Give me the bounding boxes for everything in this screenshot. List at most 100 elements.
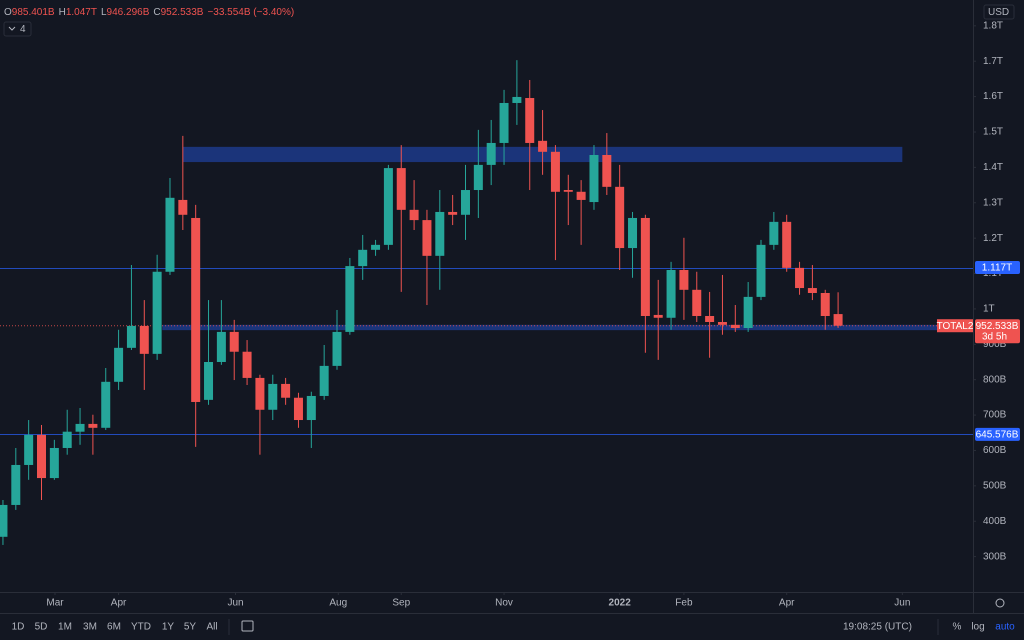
range-button[interactable]: 5D xyxy=(35,622,48,633)
currency-label[interactable]: USD xyxy=(988,7,1009,18)
candle-body xyxy=(653,314,663,318)
scale-button[interactable]: % xyxy=(953,622,962,633)
candle-body xyxy=(602,154,612,187)
candle-body xyxy=(152,271,162,354)
range-button[interactable]: 1D xyxy=(12,622,25,633)
candle-body xyxy=(139,325,149,354)
candle-body xyxy=(705,315,715,323)
candle-body xyxy=(628,217,638,249)
candle-body xyxy=(88,423,98,428)
y-tick-label: 500B xyxy=(983,480,1007,491)
y-tick-label: 1.6T xyxy=(983,91,1003,102)
date-range-icon[interactable] xyxy=(241,620,254,632)
candle-body xyxy=(679,269,689,290)
legend-key: L xyxy=(101,7,107,18)
candle-body xyxy=(499,102,509,143)
y-tick-label: 900B xyxy=(983,339,1007,350)
candle-body xyxy=(563,190,573,192)
candle-body xyxy=(293,397,303,421)
candle-body xyxy=(178,199,188,215)
candle-body xyxy=(24,434,34,465)
candle-body xyxy=(717,322,727,325)
y-tick-label: 800B xyxy=(983,374,1007,385)
ohlc-legend: O985.401B H1.047T L946.296B C952.533B −33.55… xyxy=(4,7,294,18)
candle-body xyxy=(640,217,650,316)
y-tick-label: 1.3T xyxy=(983,197,1003,208)
candle-body xyxy=(281,383,291,398)
x-tick-label: Apr xyxy=(779,598,795,609)
y-tick-label: 1.4T xyxy=(983,162,1003,173)
range-button[interactable]: 5Y xyxy=(184,622,197,633)
candle-body xyxy=(306,395,316,421)
x-tick-label: Jun xyxy=(227,598,243,609)
y-tick-label: 1.5T xyxy=(983,127,1003,138)
x-tick-label: Mar xyxy=(46,598,64,609)
legend-value: 952.533B xyxy=(161,7,204,18)
candle-body xyxy=(576,191,586,200)
candle-body xyxy=(820,292,830,316)
x-tick-label: Feb xyxy=(675,598,693,609)
currency-button[interactable] xyxy=(983,4,1015,20)
zone xyxy=(162,324,973,331)
price-tag-label: 1.117T xyxy=(982,263,1012,274)
last-price-label: 952.533B xyxy=(976,321,1019,332)
indicators-toggle[interactable] xyxy=(3,21,32,37)
y-tick-label: 1.7T xyxy=(983,56,1003,67)
y-tick-label: 300B xyxy=(983,551,1007,562)
legend-value: 1.047T xyxy=(66,7,97,18)
settings-icon[interactable] xyxy=(995,598,1005,608)
legend-change: −33.554B (−3.40%) xyxy=(207,7,294,18)
candle-body xyxy=(242,351,252,378)
candle-body xyxy=(49,447,59,479)
candle-body xyxy=(589,154,599,203)
indicators-count: 4 xyxy=(20,24,26,35)
plot-area xyxy=(0,60,973,545)
candle-body xyxy=(448,211,458,215)
candle-body xyxy=(550,151,560,192)
range-button[interactable]: All xyxy=(206,622,217,633)
legend-key: O xyxy=(4,7,12,18)
price-tag-label: 645.576B xyxy=(976,429,1019,440)
candle-body xyxy=(409,209,419,221)
price-tag xyxy=(975,261,1020,275)
x-tick-label: Jun xyxy=(894,598,910,609)
candle-body xyxy=(486,142,496,165)
candle-body xyxy=(332,331,342,366)
x-tick-label: Apr xyxy=(111,598,127,609)
legend-value: 985.401B xyxy=(12,7,55,18)
y-tick-label: 1T xyxy=(983,304,995,315)
candle-body xyxy=(165,197,175,272)
candle-body xyxy=(692,289,702,316)
range-button[interactable]: 6M xyxy=(107,622,121,633)
candle-body xyxy=(345,266,355,332)
candle-body xyxy=(191,217,201,402)
scale-button[interactable]: log xyxy=(971,622,984,633)
range-button[interactable]: 1Y xyxy=(162,622,175,633)
range-button[interactable]: 3M xyxy=(83,622,97,633)
candle-body xyxy=(255,377,265,410)
candle-body xyxy=(268,383,278,410)
range-button[interactable]: YTD xyxy=(131,622,151,633)
candle-body xyxy=(383,168,393,245)
candle-body xyxy=(114,347,124,382)
candle-body xyxy=(615,186,625,249)
x-tick-label: Nov xyxy=(495,598,513,609)
y-tick-label: 400B xyxy=(983,516,1007,527)
ui-layer: 300B400B500B600B700B800B900B1T1.1T1.2T1.… xyxy=(3,4,1020,635)
candle-body xyxy=(833,314,843,326)
legend-key: H xyxy=(59,7,66,18)
range-button[interactable]: 1M xyxy=(58,622,72,633)
candle-body xyxy=(743,296,753,329)
y-tick-label: 1.8T xyxy=(983,20,1003,31)
candle-body xyxy=(769,221,779,245)
scale-button[interactable]: auto xyxy=(995,622,1015,633)
candle-body xyxy=(422,220,432,256)
candle-body xyxy=(756,244,766,297)
candle-body xyxy=(0,504,8,537)
candle-body xyxy=(473,164,483,191)
y-tick-label: 600B xyxy=(983,445,1007,456)
symbol-tag xyxy=(937,319,973,333)
last-price-tag xyxy=(975,319,1020,344)
legend-value: 946.296B xyxy=(107,7,150,18)
candle-body xyxy=(538,140,548,152)
